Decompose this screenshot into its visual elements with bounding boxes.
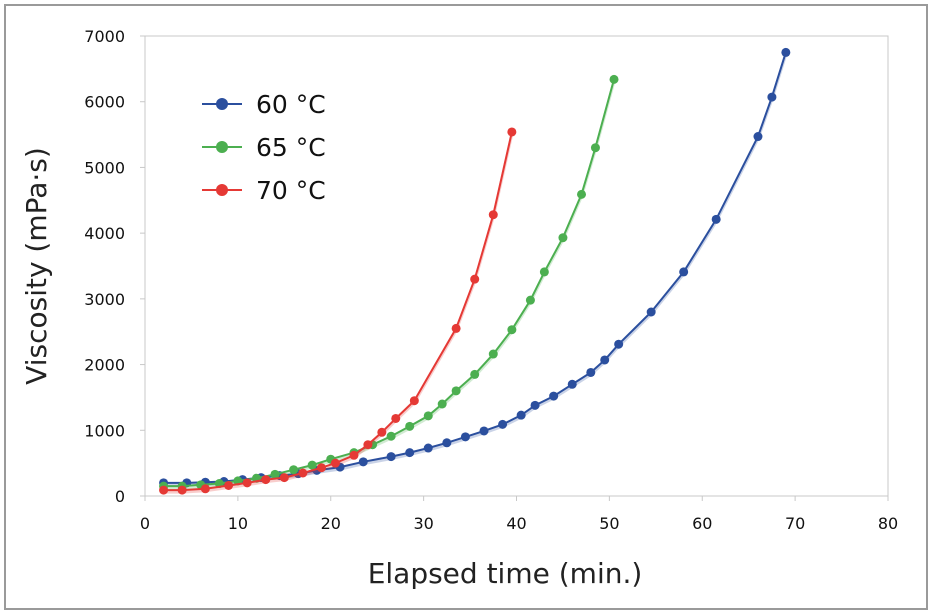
data-point (609, 74, 619, 84)
x-tick-label: 10 (228, 514, 248, 533)
data-point (614, 339, 624, 349)
data-point (409, 396, 419, 406)
legend-label: 70 °C (256, 176, 326, 205)
data-point (488, 210, 498, 220)
x-tick-label: 50 (599, 514, 619, 533)
data-point (539, 267, 549, 277)
data-point (386, 452, 396, 462)
data-point (405, 448, 415, 458)
legend-marker (216, 98, 228, 110)
x-tick-label: 60 (692, 514, 712, 533)
data-point (470, 274, 480, 284)
data-point (363, 440, 373, 450)
y-tick-label: 4000 (84, 224, 125, 243)
data-point (586, 367, 596, 377)
data-point (460, 432, 470, 442)
data-point (405, 421, 415, 431)
series-1 (159, 74, 619, 491)
data-point (279, 473, 289, 483)
series-2 (159, 127, 517, 495)
legend: 60 °C 65 °C 70 °C (202, 90, 326, 205)
data-point (530, 400, 540, 410)
data-point (479, 426, 489, 436)
data-point (330, 458, 340, 468)
data-point (711, 214, 721, 224)
data-point (391, 413, 401, 423)
legend-marker (216, 141, 228, 153)
data-point (516, 410, 526, 420)
data-point (298, 468, 308, 478)
x-axis-title: Elapsed time (min.) (368, 557, 643, 590)
data-point (525, 295, 535, 305)
data-point (377, 427, 387, 437)
x-axis: 0 10 20 30 40 50 60 70 80 (140, 496, 898, 533)
y-tick-label: 3000 (84, 290, 125, 309)
data-point (261, 475, 271, 485)
data-point (507, 325, 517, 335)
data-point (159, 485, 169, 495)
data-point (200, 484, 210, 494)
legend-item: 65 °C (202, 133, 326, 162)
data-point (577, 189, 587, 199)
x-tick-label: 80 (878, 514, 898, 533)
legend-marker (216, 184, 228, 196)
legend-label: 65 °C (256, 133, 326, 162)
y-axis: 0 1000 2000 3000 4000 5000 6000 7000 (84, 27, 145, 506)
y-tick-label: 7000 (84, 27, 125, 46)
y-tick-label: 6000 (84, 93, 125, 112)
x-tick-label: 40 (506, 514, 526, 533)
y-tick-label: 2000 (84, 356, 125, 375)
x-tick-label: 0 (140, 514, 150, 533)
data-point (646, 307, 656, 317)
data-point (567, 379, 577, 389)
x-tick-label: 20 (321, 514, 341, 533)
legend-label: 60 °C (256, 90, 326, 119)
series-layer (159, 47, 791, 495)
data-point (451, 323, 461, 333)
data-point (289, 465, 299, 475)
data-point (358, 457, 368, 467)
data-point (679, 267, 689, 277)
data-point (498, 419, 508, 429)
data-point (423, 411, 433, 421)
data-point (590, 143, 600, 153)
data-point (270, 469, 280, 479)
x-tick-label: 30 (413, 514, 433, 533)
y-axis-title: Viscosity (mPa·s) (20, 147, 53, 385)
data-point (488, 349, 498, 359)
data-point (437, 399, 447, 409)
data-point (470, 369, 480, 379)
legend-item: 70 °C (202, 176, 326, 205)
data-point (177, 485, 187, 495)
data-point (242, 478, 252, 488)
data-point (386, 431, 396, 441)
data-point (558, 233, 568, 243)
data-point (753, 132, 763, 142)
data-point (316, 463, 326, 473)
legend-item: 60 °C (202, 90, 326, 119)
data-point (349, 450, 359, 460)
data-point (549, 391, 559, 401)
x-tick-label: 70 (785, 514, 805, 533)
y-tick-label: 5000 (84, 158, 125, 177)
plot-area (144, 35, 889, 497)
data-point (224, 480, 234, 490)
data-point (307, 460, 317, 470)
data-point (423, 443, 433, 453)
data-point (451, 386, 461, 396)
data-point (781, 47, 791, 57)
y-tick-label: 1000 (84, 421, 125, 440)
data-point (767, 92, 777, 102)
data-point (507, 127, 517, 137)
data-point (442, 438, 452, 448)
data-point (600, 355, 610, 365)
y-tick-label: 0 (115, 487, 125, 506)
